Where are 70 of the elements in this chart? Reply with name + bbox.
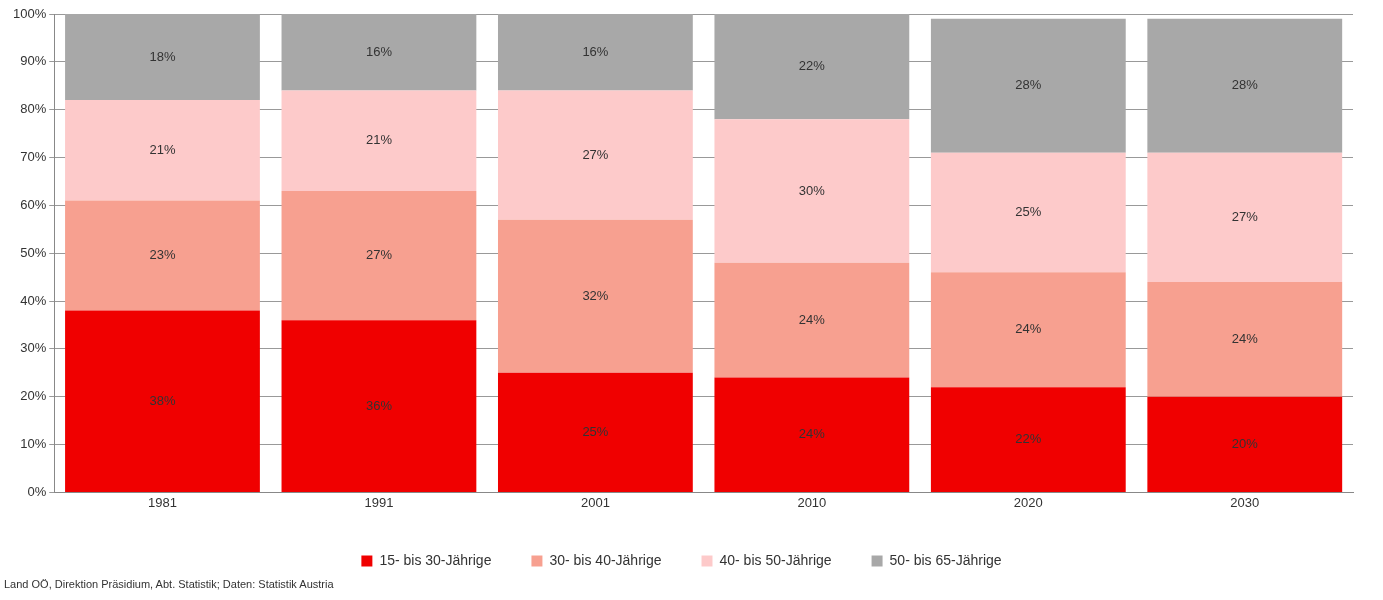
bar	[930, 152, 1126, 273]
text: 27%	[365, 247, 392, 263]
bar	[281, 320, 477, 492]
bar	[65, 200, 260, 311]
y-tick-label: 60%	[20, 196, 47, 212]
x-tick-label: 2001	[580, 494, 610, 510]
text: 21%	[365, 132, 392, 148]
bar	[930, 387, 1126, 492]
bar	[930, 18, 1126, 153]
text: 25%	[582, 423, 609, 439]
text: 27%	[582, 146, 609, 162]
text: 38%	[149, 392, 176, 408]
text: 28%	[1231, 77, 1258, 93]
x-tick-label: 2030	[1230, 494, 1260, 510]
y-tick-label: 0%	[27, 483, 47, 499]
text: 24%	[798, 426, 825, 442]
y-tick-label: 70%	[20, 149, 47, 165]
text: 27%	[1231, 208, 1258, 224]
legend-label: 50- bis 65-Jährige	[889, 551, 1002, 568]
bar	[1147, 152, 1343, 282]
x-tick-label: 2020	[1013, 494, 1043, 510]
bar	[1147, 396, 1343, 492]
bar	[497, 14, 693, 91]
bar	[930, 272, 1126, 388]
y-tick-label: 90%	[20, 53, 47, 69]
y-tick-label: 50%	[20, 244, 47, 260]
legend-label: 15- bis 30-Jährige	[379, 551, 492, 568]
text: 25%	[1015, 204, 1042, 220]
bar	[65, 14, 260, 101]
bar	[497, 90, 693, 220]
x-tick-label: 2010	[797, 494, 827, 510]
text: 32%	[582, 287, 609, 303]
legend-label: 40- bis 50-Jährige	[719, 551, 832, 568]
legend-label: 30- bis 40-Jährige	[549, 551, 662, 568]
bar	[281, 14, 477, 91]
text: 23%	[149, 247, 176, 263]
text: 18%	[149, 48, 176, 64]
y-tick-label: 40%	[20, 292, 47, 308]
text: 21%	[149, 141, 176, 157]
bar	[714, 119, 910, 263]
x-tick-label: 1981	[148, 494, 177, 510]
bar	[281, 191, 477, 321]
y-tick-label: 10%	[20, 436, 47, 452]
bar	[714, 14, 910, 120]
bar	[497, 219, 693, 373]
bar	[1147, 18, 1343, 153]
text: 28%	[1015, 77, 1042, 93]
text: 20%	[1231, 435, 1258, 451]
text: 36%	[365, 397, 392, 413]
text: 24%	[1015, 321, 1042, 337]
y-tick-label: 30%	[20, 340, 47, 356]
text: 24%	[798, 311, 825, 327]
text: Land OÖ, Direktion Präsidium, Abt. Statistik; Daten: Statistik Austria	[4, 578, 334, 590]
text: 22%	[1015, 431, 1042, 447]
bar	[1147, 281, 1343, 397]
bar	[714, 377, 910, 492]
x-tick-label: 1991	[364, 494, 394, 510]
text: 22%	[798, 58, 825, 74]
text: 30%	[798, 182, 825, 198]
y-tick-label: 100%	[13, 5, 47, 21]
text: 16%	[365, 43, 392, 59]
y-tick-label: 80%	[20, 101, 47, 117]
bar	[65, 310, 260, 492]
bar	[281, 90, 477, 192]
text: 16%	[582, 43, 609, 59]
bar	[65, 100, 260, 201]
text: 24%	[1231, 330, 1258, 346]
y-tick-label: 20%	[20, 388, 47, 404]
bar	[497, 372, 693, 492]
bar	[714, 262, 910, 378]
